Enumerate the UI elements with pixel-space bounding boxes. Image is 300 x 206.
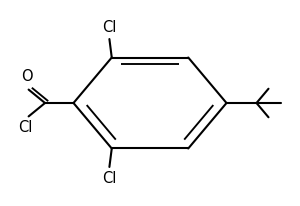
Text: Cl: Cl: [102, 171, 117, 186]
Text: O: O: [21, 69, 33, 84]
Text: Cl: Cl: [102, 20, 117, 35]
Text: Cl: Cl: [18, 120, 33, 135]
